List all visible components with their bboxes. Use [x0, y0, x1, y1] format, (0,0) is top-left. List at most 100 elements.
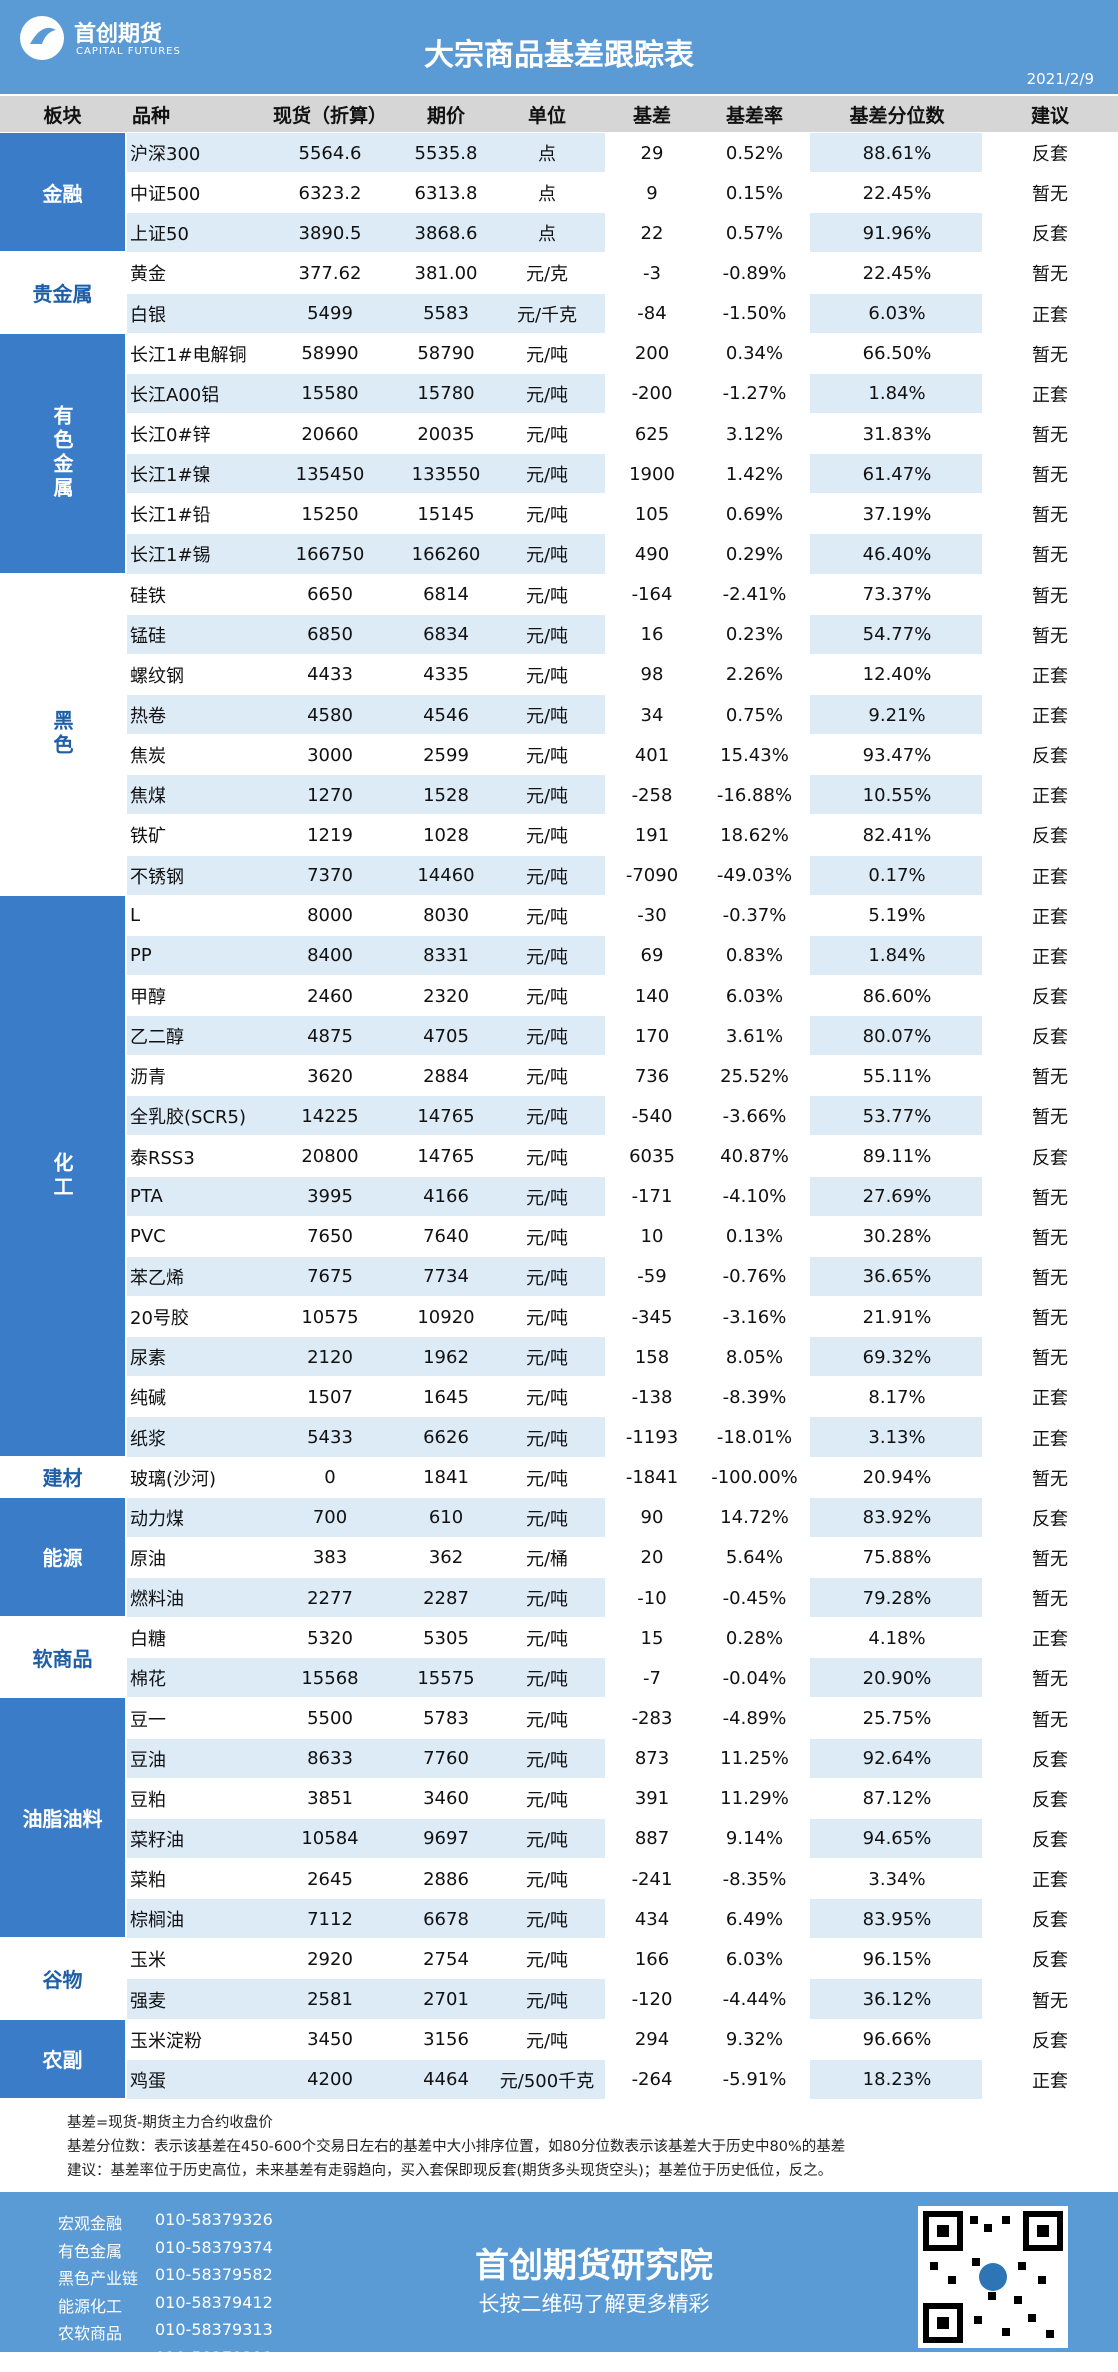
- table-cell: 6035: [629, 1146, 675, 1168]
- table-cell: 1028: [423, 824, 469, 846]
- table-cell: -171: [631, 1186, 673, 1208]
- row-stripe: [810, 1256, 982, 1297]
- note: 基差分位数：表示该基差在450-600个交易日左右的基差中大小排序位置，如80分…: [67, 2139, 846, 2155]
- table-cell: 2645: [307, 1868, 353, 1890]
- table-cell: 苯乙烯: [130, 1267, 184, 1289]
- table-cell: 元/吨: [525, 545, 569, 567]
- table-cell: 沥青: [130, 1067, 166, 1089]
- table-cell: 元/吨: [525, 1027, 569, 1049]
- table-cell: 5499: [307, 303, 353, 325]
- table-cell: 86.60%: [862, 985, 932, 1007]
- table-cell: 元/吨: [525, 1187, 569, 1209]
- table-cell: 490: [634, 543, 670, 565]
- table-cell: 元/吨: [525, 1308, 569, 1330]
- table-cell: 5305: [423, 1627, 469, 1649]
- table-cell: 3.13%: [868, 1427, 926, 1449]
- table-cell: -7090: [625, 865, 679, 887]
- table-cell: 0.23%: [725, 624, 784, 646]
- table-cell: 8.05%: [725, 1346, 784, 1368]
- table-cell: 22.45%: [862, 262, 932, 284]
- table-cell: 元/吨: [525, 987, 569, 1008]
- table-cell: 菜籽油: [130, 1829, 184, 1851]
- table-cell: 反套: [1032, 1027, 1068, 1049]
- table-cell: 96.15%: [862, 1948, 932, 1970]
- table-cell: 34: [640, 704, 664, 726]
- table-cell: 94.65%: [862, 1828, 932, 1850]
- table-cell: 1219: [307, 824, 353, 846]
- table-cell: -1193: [625, 1427, 679, 1449]
- table-cell: 长江1#镍: [130, 465, 211, 487]
- group-cell: [0, 2019, 125, 2098]
- table-cell: 6323.2: [298, 182, 362, 204]
- table-cell: 10575: [301, 1306, 359, 1328]
- table-cell: 元/吨: [525, 1870, 569, 1892]
- table-cell: 873: [634, 1748, 670, 1770]
- row-stripe: [810, 1738, 982, 1778]
- table-cell: 元/吨: [525, 625, 569, 647]
- table-cell: 7112: [307, 1908, 353, 1930]
- logo-text: 首创期货: [74, 22, 163, 47]
- table-cell: 元/吨: [525, 1107, 569, 1129]
- table-cell: 6.03%: [868, 303, 926, 325]
- row-stripe: [810, 775, 982, 815]
- table-cell: 焦炭: [130, 746, 166, 768]
- table-cell: 元/吨: [525, 946, 569, 968]
- table-cell: 0.13%: [725, 1226, 784, 1248]
- table-cell: 7650: [307, 1226, 353, 1248]
- table-cell: 46.40%: [862, 543, 932, 565]
- table-cell: 3000: [307, 744, 353, 766]
- table-cell: 3851: [307, 1788, 353, 1810]
- table-cell: 25.52%: [720, 1065, 789, 1087]
- table-cell: 3460: [423, 1788, 469, 1810]
- group-name: 有色金属: [50, 405, 74, 502]
- table-cell: 58990: [301, 343, 359, 365]
- table-cell: 82.41%: [862, 824, 932, 846]
- table-cell: 白糖: [130, 1629, 166, 1651]
- table-cell: 1.42%: [725, 463, 784, 485]
- table-cell: 700: [312, 1507, 348, 1529]
- table-cell: 纯碱: [130, 1388, 166, 1410]
- contact-phone: 010-58379582: [155, 2265, 273, 2284]
- table-cell: 反套: [1032, 1147, 1068, 1169]
- contact-label: 农软商品: [58, 2324, 123, 2343]
- table-cell: 长江A00铝: [130, 384, 220, 406]
- table-cell: 元/吨: [525, 1348, 569, 1370]
- row-stripe: [127, 454, 605, 494]
- table-cell: 20800: [301, 1146, 359, 1168]
- table-cell: 4.18%: [868, 1627, 926, 1649]
- table-cell: 长江1#铅: [130, 505, 211, 527]
- table-cell: 元/吨: [525, 1227, 569, 1249]
- table-cell: 4166: [423, 1186, 469, 1208]
- table-cell: 暂无: [1032, 505, 1068, 527]
- table-cell: 2886: [423, 1868, 469, 1890]
- group-cell: [0, 1457, 125, 1496]
- table-cell: 元/吨: [525, 1629, 569, 1651]
- table-cell: 元/吨: [525, 1067, 569, 1089]
- table-cell: 20660: [301, 423, 359, 445]
- table-cell: 90: [640, 1507, 664, 1529]
- table-cell: 燃料油: [130, 1589, 184, 1611]
- table-cell: 9.32%: [725, 2029, 784, 2051]
- table-cell: 15580: [301, 383, 359, 405]
- table-cell: 5.19%: [868, 905, 926, 927]
- column-header: 现货（折算）: [272, 104, 387, 127]
- table-cell: 40.87%: [720, 1146, 789, 1168]
- table-cell: 锰硅: [130, 625, 166, 647]
- table-cell: 14765: [417, 1146, 475, 1168]
- contact-label: 能源化工: [58, 2296, 123, 2316]
- contact-phone: 010-58379326: [155, 2210, 273, 2229]
- group-cell: [0, 253, 125, 332]
- group-cell: [0, 333, 125, 573]
- row-stripe: [127, 133, 605, 173]
- row-stripe: [127, 1818, 605, 1858]
- table-cell: 豆油: [130, 1749, 166, 1771]
- row-stripe: [810, 534, 982, 574]
- table-cell: -264: [631, 2069, 673, 2091]
- table-cell: 暂无: [1032, 264, 1068, 286]
- table-cell: 12.40%: [862, 664, 932, 686]
- table-cell: 3868.6: [414, 222, 478, 244]
- table-cell: -2.41%: [722, 584, 787, 606]
- table-cell: 14225: [301, 1105, 359, 1127]
- table-cell: 58790: [417, 343, 475, 365]
- table-cell: -30: [637, 905, 667, 927]
